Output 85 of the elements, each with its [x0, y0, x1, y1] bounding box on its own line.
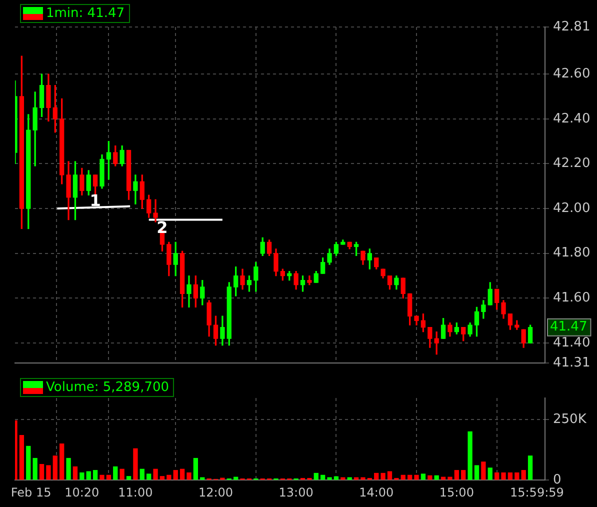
- chart-title: 1min: 41.47: [46, 6, 125, 21]
- bar: [140, 468, 144, 480]
- x-tick-label: 12:00: [198, 485, 234, 500]
- bar: [166, 474, 172, 480]
- bar: [454, 470, 459, 480]
- bar: [340, 477, 346, 480]
- bar: [481, 462, 486, 480]
- bar: [146, 474, 152, 480]
- bar: [153, 468, 158, 480]
- bar: [60, 443, 64, 480]
- bar: [494, 472, 500, 480]
- bar: [180, 468, 185, 480]
- bar: [508, 472, 513, 480]
- x-tick-label: 15:00: [439, 485, 474, 500]
- y-tick-label: 42.60: [553, 66, 590, 82]
- bar: [461, 470, 466, 480]
- annotation: 1: [90, 190, 101, 210]
- bar: [414, 474, 419, 480]
- text: 41.47: [550, 320, 588, 335]
- bar: [334, 476, 339, 480]
- bar: [468, 431, 472, 480]
- y-tick-label: 41.80: [553, 246, 590, 261]
- annotation: 2: [156, 218, 168, 237]
- bar: [448, 476, 452, 480]
- y-tick-label: 42.20: [553, 156, 590, 172]
- bar: [420, 474, 426, 480]
- bar: [26, 446, 31, 480]
- bar: [80, 472, 84, 480]
- bar: [19, 435, 24, 480]
- bar: [92, 470, 98, 480]
- bar: [400, 474, 406, 480]
- bar: [521, 470, 526, 480]
- bar: [514, 472, 520, 480]
- y-tick-label: 41.40: [553, 335, 590, 350]
- bar: [126, 476, 132, 480]
- bar: [374, 472, 379, 480]
- y-tick-label: 0: [553, 472, 562, 488]
- bar: [193, 458, 198, 480]
- bar: [354, 477, 359, 480]
- y-tick-label: 42.81: [553, 19, 590, 34]
- x-tick-label: 13:00: [278, 485, 314, 500]
- chart-title: Volume: 5,289,700: [46, 380, 170, 395]
- bar: [234, 476, 238, 480]
- y-tick-label: 41.60: [553, 290, 590, 306]
- bar: [46, 465, 51, 480]
- bar: [39, 464, 44, 480]
- y-tick-label: 42.00: [553, 200, 590, 216]
- bar: [434, 475, 439, 480]
- bar: [488, 468, 492, 480]
- bar: [120, 468, 124, 480]
- bar: [347, 477, 352, 480]
- bar: [200, 477, 205, 480]
- bar: [314, 472, 318, 480]
- bar: [186, 472, 192, 480]
- bar: [320, 474, 326, 480]
- bar: [501, 472, 506, 480]
- x-tick-label: 11:00: [118, 485, 153, 500]
- x-tick-label: 15:59:59: [510, 485, 564, 500]
- bar: [106, 474, 112, 480]
- bar: [474, 465, 480, 480]
- bar: [52, 456, 58, 480]
- bar: [407, 474, 412, 480]
- bar: [66, 458, 71, 480]
- bar: [528, 456, 533, 480]
- y-tick-label: 41.31: [553, 356, 590, 371]
- bar: [86, 471, 91, 480]
- y-tick-label: 250K: [553, 412, 587, 428]
- candlestick: [153, 199, 158, 222]
- x-tick-label: 14:00: [359, 485, 394, 500]
- y-tick-label: 42.40: [553, 111, 590, 126]
- bar: [380, 472, 386, 480]
- bar: [32, 458, 38, 480]
- x-tick-label: 10:20: [64, 485, 100, 500]
- bar: [440, 476, 446, 480]
- bar: [160, 476, 165, 480]
- bar: [327, 477, 332, 480]
- bar: [428, 475, 432, 480]
- bar: [133, 448, 138, 480]
- bar: [100, 474, 104, 480]
- bar: [72, 466, 78, 480]
- x-tick-label: Feb 15: [10, 485, 52, 500]
- bar: [387, 471, 392, 480]
- bar: [173, 470, 178, 480]
- bar: [113, 466, 118, 480]
- bar: [360, 477, 366, 480]
